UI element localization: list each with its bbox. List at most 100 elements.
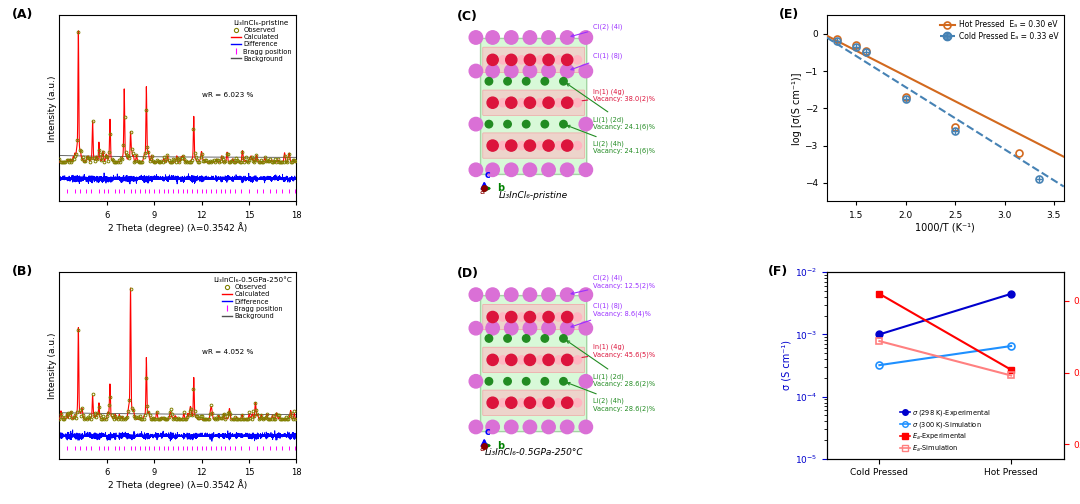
Circle shape xyxy=(542,65,555,78)
Circle shape xyxy=(579,31,593,44)
X-axis label: 2 Theta (degree) (λ=0.3542 Å): 2 Theta (degree) (λ=0.3542 Å) xyxy=(108,479,247,490)
Circle shape xyxy=(499,356,507,364)
Circle shape xyxy=(523,120,530,128)
Circle shape xyxy=(485,78,492,85)
Circle shape xyxy=(561,31,573,44)
Text: wR = 4.052 %: wR = 4.052 % xyxy=(202,349,253,355)
Circle shape xyxy=(579,65,593,78)
Circle shape xyxy=(523,78,530,85)
Circle shape xyxy=(505,354,517,365)
Legend: Observed, Calculated, Difference, Bragg position, Background: Observed, Calculated, Difference, Bragg … xyxy=(229,19,293,63)
Text: In(1) (4g)
Vacancy: 45.6(5)%: In(1) (4g) Vacancy: 45.6(5)% xyxy=(571,344,656,360)
Circle shape xyxy=(542,322,555,335)
Circle shape xyxy=(487,140,498,151)
Line: $E_a$-Experimental: $E_a$-Experimental xyxy=(876,290,1014,373)
$\sigma$ (300 K)-Simulation xyxy=(873,362,886,368)
Circle shape xyxy=(499,399,507,407)
Text: Li(2) (4h)
Vacancy: 28.6(2)%: Li(2) (4h) Vacancy: 28.6(2)% xyxy=(567,383,656,412)
Circle shape xyxy=(543,140,554,151)
$\sigma$ (298 K)-Experimental xyxy=(873,332,886,338)
Circle shape xyxy=(555,56,563,64)
Legend: $\sigma$ (298 K)-Experimental, $\sigma$ (300 K)-Simulation, $E_a$-Experimental, : $\sigma$ (298 K)-Experimental, $\sigma$ … xyxy=(899,406,993,455)
Circle shape xyxy=(562,97,572,108)
Circle shape xyxy=(555,356,563,364)
Circle shape xyxy=(559,78,567,85)
Line: $\sigma$ (298 K)-Experimental: $\sigma$ (298 K)-Experimental xyxy=(876,290,1014,338)
Circle shape xyxy=(543,311,554,323)
Circle shape xyxy=(486,65,499,78)
Text: Cl(1) (8j)
Vacancy: 8.6(4)%: Cl(1) (8j) Vacancy: 8.6(4)% xyxy=(571,302,651,327)
FancyBboxPatch shape xyxy=(481,38,586,174)
FancyBboxPatch shape xyxy=(483,390,584,415)
Circle shape xyxy=(524,397,536,408)
Circle shape xyxy=(536,142,544,150)
Y-axis label: Intensity (a.u.): Intensity (a.u.) xyxy=(48,332,56,399)
Circle shape xyxy=(536,399,544,407)
Circle shape xyxy=(573,99,581,107)
Circle shape xyxy=(486,420,499,433)
Circle shape xyxy=(469,31,483,44)
Circle shape xyxy=(504,31,518,44)
Circle shape xyxy=(523,377,530,385)
FancyBboxPatch shape xyxy=(483,304,584,330)
Line: $E_a$-Simulation: $E_a$-Simulation xyxy=(876,338,1014,379)
Circle shape xyxy=(517,313,526,321)
Circle shape xyxy=(523,335,530,342)
Text: Li₃InCl₆-0.5GPa-250°C: Li₃InCl₆-0.5GPa-250°C xyxy=(484,448,583,457)
Circle shape xyxy=(487,354,498,365)
Text: a: a xyxy=(480,187,484,196)
Circle shape xyxy=(499,99,507,107)
Circle shape xyxy=(486,288,499,301)
Circle shape xyxy=(541,335,549,342)
Circle shape xyxy=(524,97,536,108)
Circle shape xyxy=(541,78,549,85)
Circle shape xyxy=(504,163,518,176)
Circle shape xyxy=(561,163,573,176)
Line: $\sigma$ (300 K)-Simulation: $\sigma$ (300 K)-Simulation xyxy=(876,343,1014,368)
Circle shape xyxy=(543,397,554,408)
FancyBboxPatch shape xyxy=(483,347,584,372)
Circle shape xyxy=(562,354,572,365)
Circle shape xyxy=(536,313,544,321)
Circle shape xyxy=(485,335,492,342)
FancyBboxPatch shape xyxy=(483,47,584,73)
Circle shape xyxy=(562,140,572,151)
Y-axis label: Intensity (a.u.): Intensity (a.u.) xyxy=(48,75,56,142)
Circle shape xyxy=(524,311,536,323)
Circle shape xyxy=(561,65,573,78)
Circle shape xyxy=(561,288,573,301)
Circle shape xyxy=(541,377,549,385)
Circle shape xyxy=(524,354,536,365)
FancyBboxPatch shape xyxy=(481,295,586,431)
Circle shape xyxy=(579,288,593,301)
Circle shape xyxy=(485,377,492,385)
Text: Li(2) (4h)
Vacancy: 24.1(6)%: Li(2) (4h) Vacancy: 24.1(6)% xyxy=(567,125,656,154)
Text: (E): (E) xyxy=(780,8,799,21)
Circle shape xyxy=(573,399,581,407)
Circle shape xyxy=(523,163,537,176)
Y-axis label: log [σ(S cm⁻¹)]: log [σ(S cm⁻¹)] xyxy=(792,72,801,145)
Circle shape xyxy=(555,313,563,321)
Circle shape xyxy=(504,335,511,342)
X-axis label: 1000/T (K⁻¹): 1000/T (K⁻¹) xyxy=(916,222,975,232)
Text: In(1) (4g)
Vacancy: 38.0(2)%: In(1) (4g) Vacancy: 38.0(2)% xyxy=(571,88,656,103)
$\sigma$ (300 K)-Simulation xyxy=(1004,343,1017,349)
Circle shape xyxy=(579,163,593,176)
X-axis label: 2 Theta (degree) (λ=0.3542 Å): 2 Theta (degree) (λ=0.3542 Å) xyxy=(108,222,247,233)
Circle shape xyxy=(559,120,567,128)
Circle shape xyxy=(542,163,555,176)
Circle shape xyxy=(542,288,555,301)
Circle shape xyxy=(505,397,517,408)
Text: b: b xyxy=(497,440,504,451)
Circle shape xyxy=(523,322,537,335)
Circle shape xyxy=(524,140,536,151)
Circle shape xyxy=(517,56,526,64)
FancyBboxPatch shape xyxy=(483,133,584,158)
Circle shape xyxy=(573,56,581,64)
Circle shape xyxy=(555,99,563,107)
Circle shape xyxy=(469,65,483,78)
Circle shape xyxy=(573,313,581,321)
Circle shape xyxy=(505,140,517,151)
Circle shape xyxy=(559,377,567,385)
Circle shape xyxy=(536,99,544,107)
